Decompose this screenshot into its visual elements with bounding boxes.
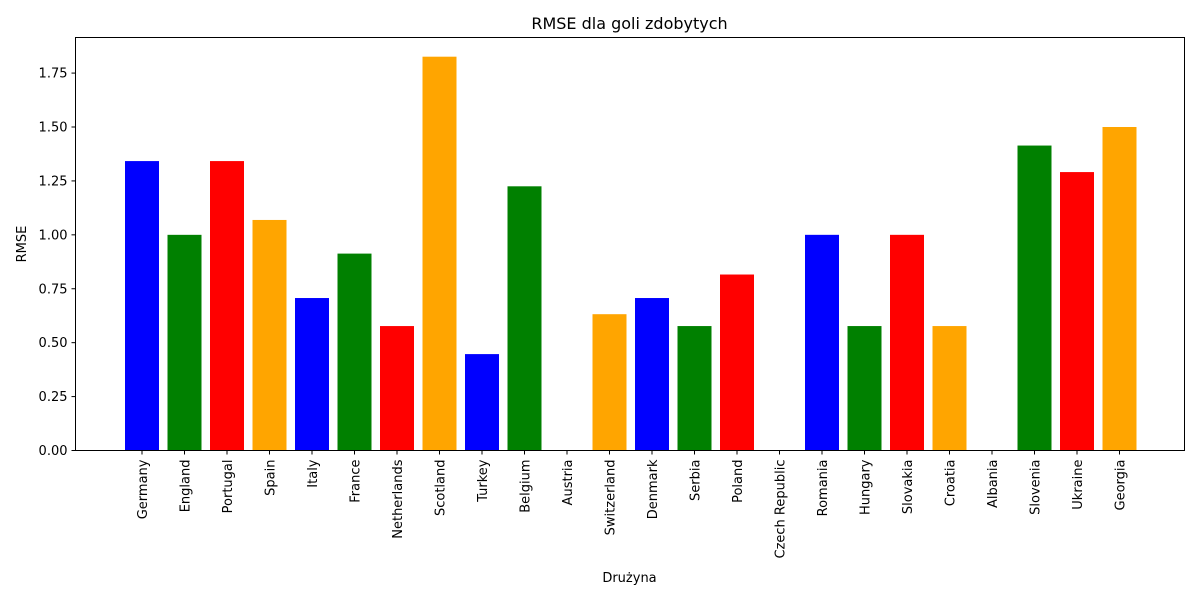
bar xyxy=(847,326,882,451)
bar xyxy=(295,298,329,451)
x-tick-label: Italy xyxy=(306,459,321,488)
x-tick-label: Switzerland xyxy=(604,460,619,536)
x-tick-label: Slovakia xyxy=(901,460,916,515)
bar xyxy=(507,186,542,451)
bar xyxy=(167,234,202,451)
bars-group xyxy=(125,56,1137,451)
x-axis: Germany England Portugal Spain Italy France Ne… xyxy=(136,450,1129,559)
x-tick-label: Czech Republic xyxy=(774,460,789,559)
y-tick-label: 0.00 xyxy=(39,444,68,459)
y-tick-label: 1.50 xyxy=(39,121,68,136)
bar xyxy=(1060,172,1094,451)
y-tick-label: 0.25 xyxy=(39,390,68,405)
y-tick-label: 1.00 xyxy=(39,228,68,243)
x-tick-label: Turkey xyxy=(476,459,491,503)
x-tick-label: Denmark xyxy=(646,459,661,519)
x-tick-label: Hungary xyxy=(859,459,874,515)
bar xyxy=(635,298,669,451)
x-tick-label: Croatia xyxy=(944,460,959,507)
bar xyxy=(337,253,372,451)
y-tick-label: 0.50 xyxy=(39,336,68,351)
x-tick-label: Serbia xyxy=(689,460,704,501)
bar xyxy=(422,56,457,451)
bar xyxy=(805,234,839,451)
x-tick-label: Netherlands xyxy=(391,459,406,538)
x-tick-label: Georgia xyxy=(1114,460,1129,511)
y-tick-label: 1.75 xyxy=(39,67,68,82)
x-tick-label: Portugal xyxy=(221,460,236,514)
y-axis-title: RMSE xyxy=(15,226,30,263)
chart-title: RMSE dla goli zdobytych xyxy=(531,14,727,33)
bar xyxy=(210,161,244,451)
bar xyxy=(465,354,499,451)
bar xyxy=(592,314,627,451)
x-tick-label: England xyxy=(179,460,194,513)
bar xyxy=(677,326,712,451)
y-tick-label: 1.25 xyxy=(39,174,68,189)
bar xyxy=(125,161,159,451)
x-tick-label: Slovenia xyxy=(1029,460,1044,515)
x-tick-label: Germany xyxy=(136,459,151,519)
x-axis-title: Drużyna xyxy=(602,571,656,586)
x-tick-label: Albania xyxy=(986,460,1001,509)
y-axis: 0.00 0.25 0.50 0.75 1.00 1.25 1.50 1.75 xyxy=(39,67,76,459)
bar xyxy=(720,274,754,451)
bar xyxy=(252,219,287,451)
bar xyxy=(380,326,414,451)
x-tick-label: Ukraine xyxy=(1071,460,1086,510)
x-tick-label: France xyxy=(349,460,364,503)
x-tick-label: Poland xyxy=(731,460,746,503)
bar xyxy=(1102,127,1137,451)
x-tick-label: Belgium xyxy=(519,460,534,513)
x-tick-label: Spain xyxy=(264,460,279,496)
x-tick-label: Austria xyxy=(561,460,576,506)
bar xyxy=(1017,145,1052,451)
plot-frame xyxy=(75,37,1185,451)
bar xyxy=(890,234,924,451)
bar xyxy=(932,326,967,451)
x-tick-label: Scotland xyxy=(434,460,449,517)
x-tick-label: Romania xyxy=(816,460,831,517)
y-tick-label: 0.75 xyxy=(39,282,68,297)
